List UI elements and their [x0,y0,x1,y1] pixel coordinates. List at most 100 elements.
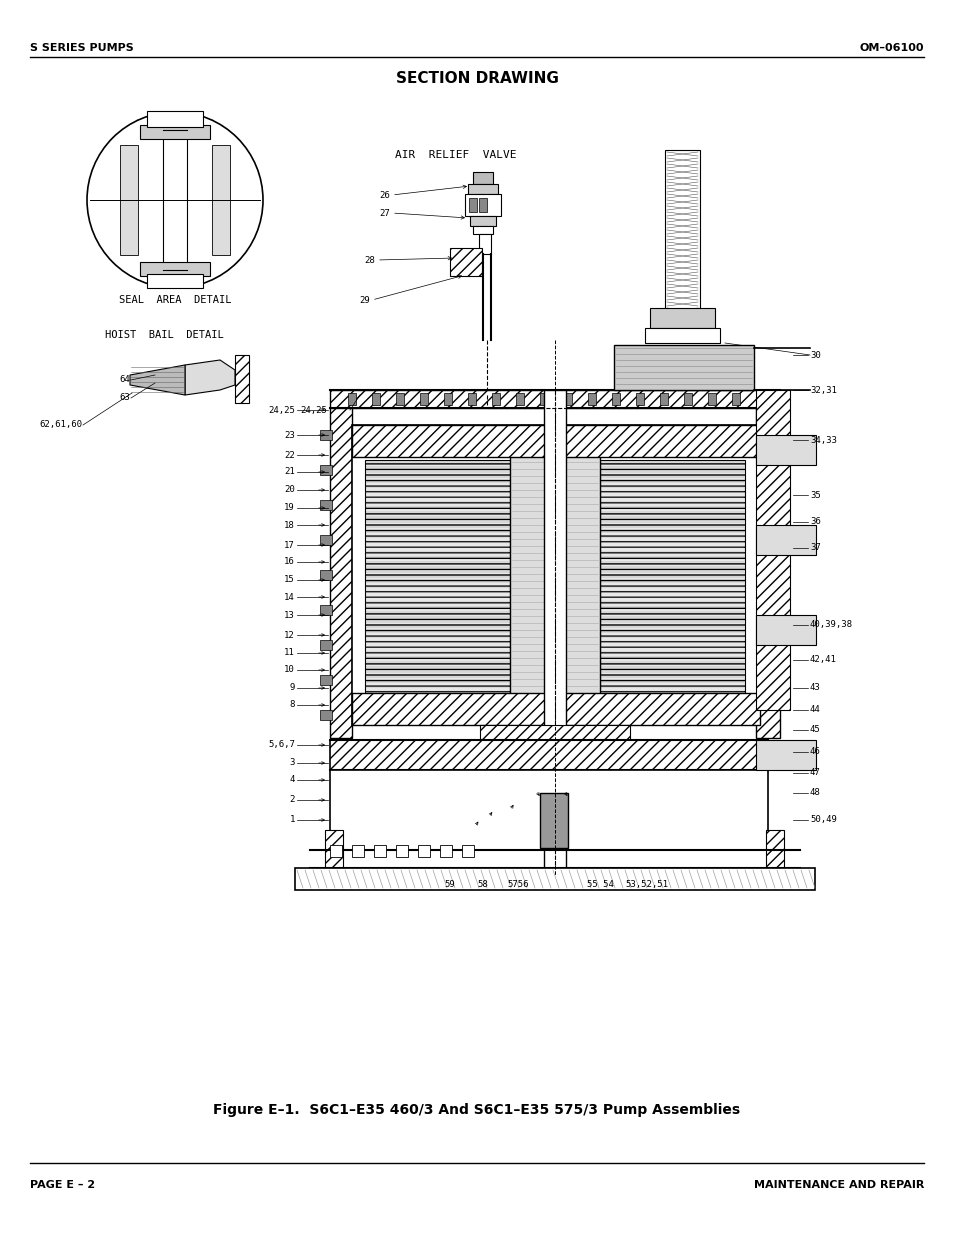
Text: 43: 43 [809,683,820,693]
Text: 58: 58 [477,881,488,889]
Text: 24,25: 24,25 [268,405,294,415]
Polygon shape [359,490,399,620]
Text: SECTION DRAWING: SECTION DRAWING [395,70,558,85]
Text: 45: 45 [809,725,820,735]
Bar [352,425,760,457]
Circle shape [123,199,135,211]
Text: 5,6,7: 5,6,7 [268,741,294,750]
Bar [539,393,547,405]
Bar [443,393,452,405]
Text: 23: 23 [284,431,294,440]
Bar [468,393,476,405]
Text: 17: 17 [284,541,294,550]
Text: 44: 44 [809,705,820,715]
Text: 22: 22 [284,451,294,459]
Bar [492,393,499,405]
Text: AIR  RELIEF  VALVE: AIR RELIEF VALVE [395,149,516,161]
Bar [319,535,332,545]
Bar [659,393,667,405]
Bar [163,130,187,270]
Text: 46: 46 [809,747,820,757]
Bar [212,144,230,254]
Bar [490,764,619,793]
Bar [319,466,332,475]
Text: MAINTENANCE AND REPAIR: MAINTENANCE AND REPAIR [753,1179,923,1191]
Bar [478,198,486,212]
Bar [614,345,753,390]
Bar [439,845,452,857]
Text: 11: 11 [284,648,294,657]
Text: 2: 2 [290,795,294,804]
Bar [644,329,720,343]
Bar [510,445,599,715]
Bar [372,393,379,405]
Bar [419,393,428,405]
Circle shape [214,199,227,211]
Text: 20: 20 [284,485,294,494]
Bar [755,408,780,739]
Bar [348,393,355,405]
Polygon shape [130,366,185,395]
Circle shape [214,179,227,191]
Text: SEAL  AREA  DETAIL: SEAL AREA DETAIL [118,295,231,305]
Text: 64: 64 [119,375,130,384]
Text: 16: 16 [284,557,294,567]
Bar [374,845,386,857]
Text: 24,25: 24,25 [299,405,327,415]
Bar [587,393,596,405]
Text: OM–06100: OM–06100 [859,43,923,53]
Bar [599,459,744,700]
Bar [516,393,523,405]
Text: 30: 30 [809,351,820,359]
Circle shape [123,219,135,231]
Circle shape [87,112,263,288]
Bar [319,710,332,720]
Text: Figure E–1.  S6C1–E35 460/3 And S6C1–E35 575/3 Pump Assemblies: Figure E–1. S6C1–E35 460/3 And S6C1–E35 … [213,1103,740,1116]
Bar [755,390,789,710]
Bar [473,172,493,184]
Text: 15: 15 [284,576,294,584]
Text: 48: 48 [809,788,820,798]
Circle shape [214,219,227,231]
Text: 10: 10 [284,666,294,674]
Bar [479,725,629,764]
Text: 63: 63 [119,394,130,403]
Circle shape [214,159,227,170]
Text: 14: 14 [284,593,294,601]
Text: 8: 8 [290,700,294,709]
Bar [473,226,493,233]
Bar [755,740,815,769]
Bar [120,144,138,254]
Bar [543,390,565,869]
Circle shape [123,179,135,191]
Text: 18: 18 [284,520,294,530]
Bar [683,393,691,405]
Bar [352,693,760,725]
Bar [330,740,767,769]
Bar [325,830,343,869]
Bar [319,430,332,440]
Bar [464,194,500,216]
Bar [636,393,643,405]
Bar [319,605,332,615]
Bar [319,571,332,580]
Bar [234,354,249,403]
Text: 59: 59 [444,881,455,889]
Text: 12: 12 [284,631,294,640]
Text: 3: 3 [290,758,294,767]
Text: 40,39,38: 40,39,38 [809,620,852,630]
Bar [461,845,474,857]
Bar [515,793,533,815]
Bar [450,248,481,275]
Text: 62,61,60: 62,61,60 [39,420,82,430]
Bar [731,393,740,405]
Circle shape [123,159,135,170]
Bar [470,216,496,226]
Text: 36: 36 [809,517,820,526]
Bar [330,845,341,857]
Text: 13: 13 [284,610,294,620]
Bar [664,149,700,310]
Text: 28: 28 [364,256,375,264]
Bar [577,793,595,815]
Text: 27: 27 [379,209,390,217]
